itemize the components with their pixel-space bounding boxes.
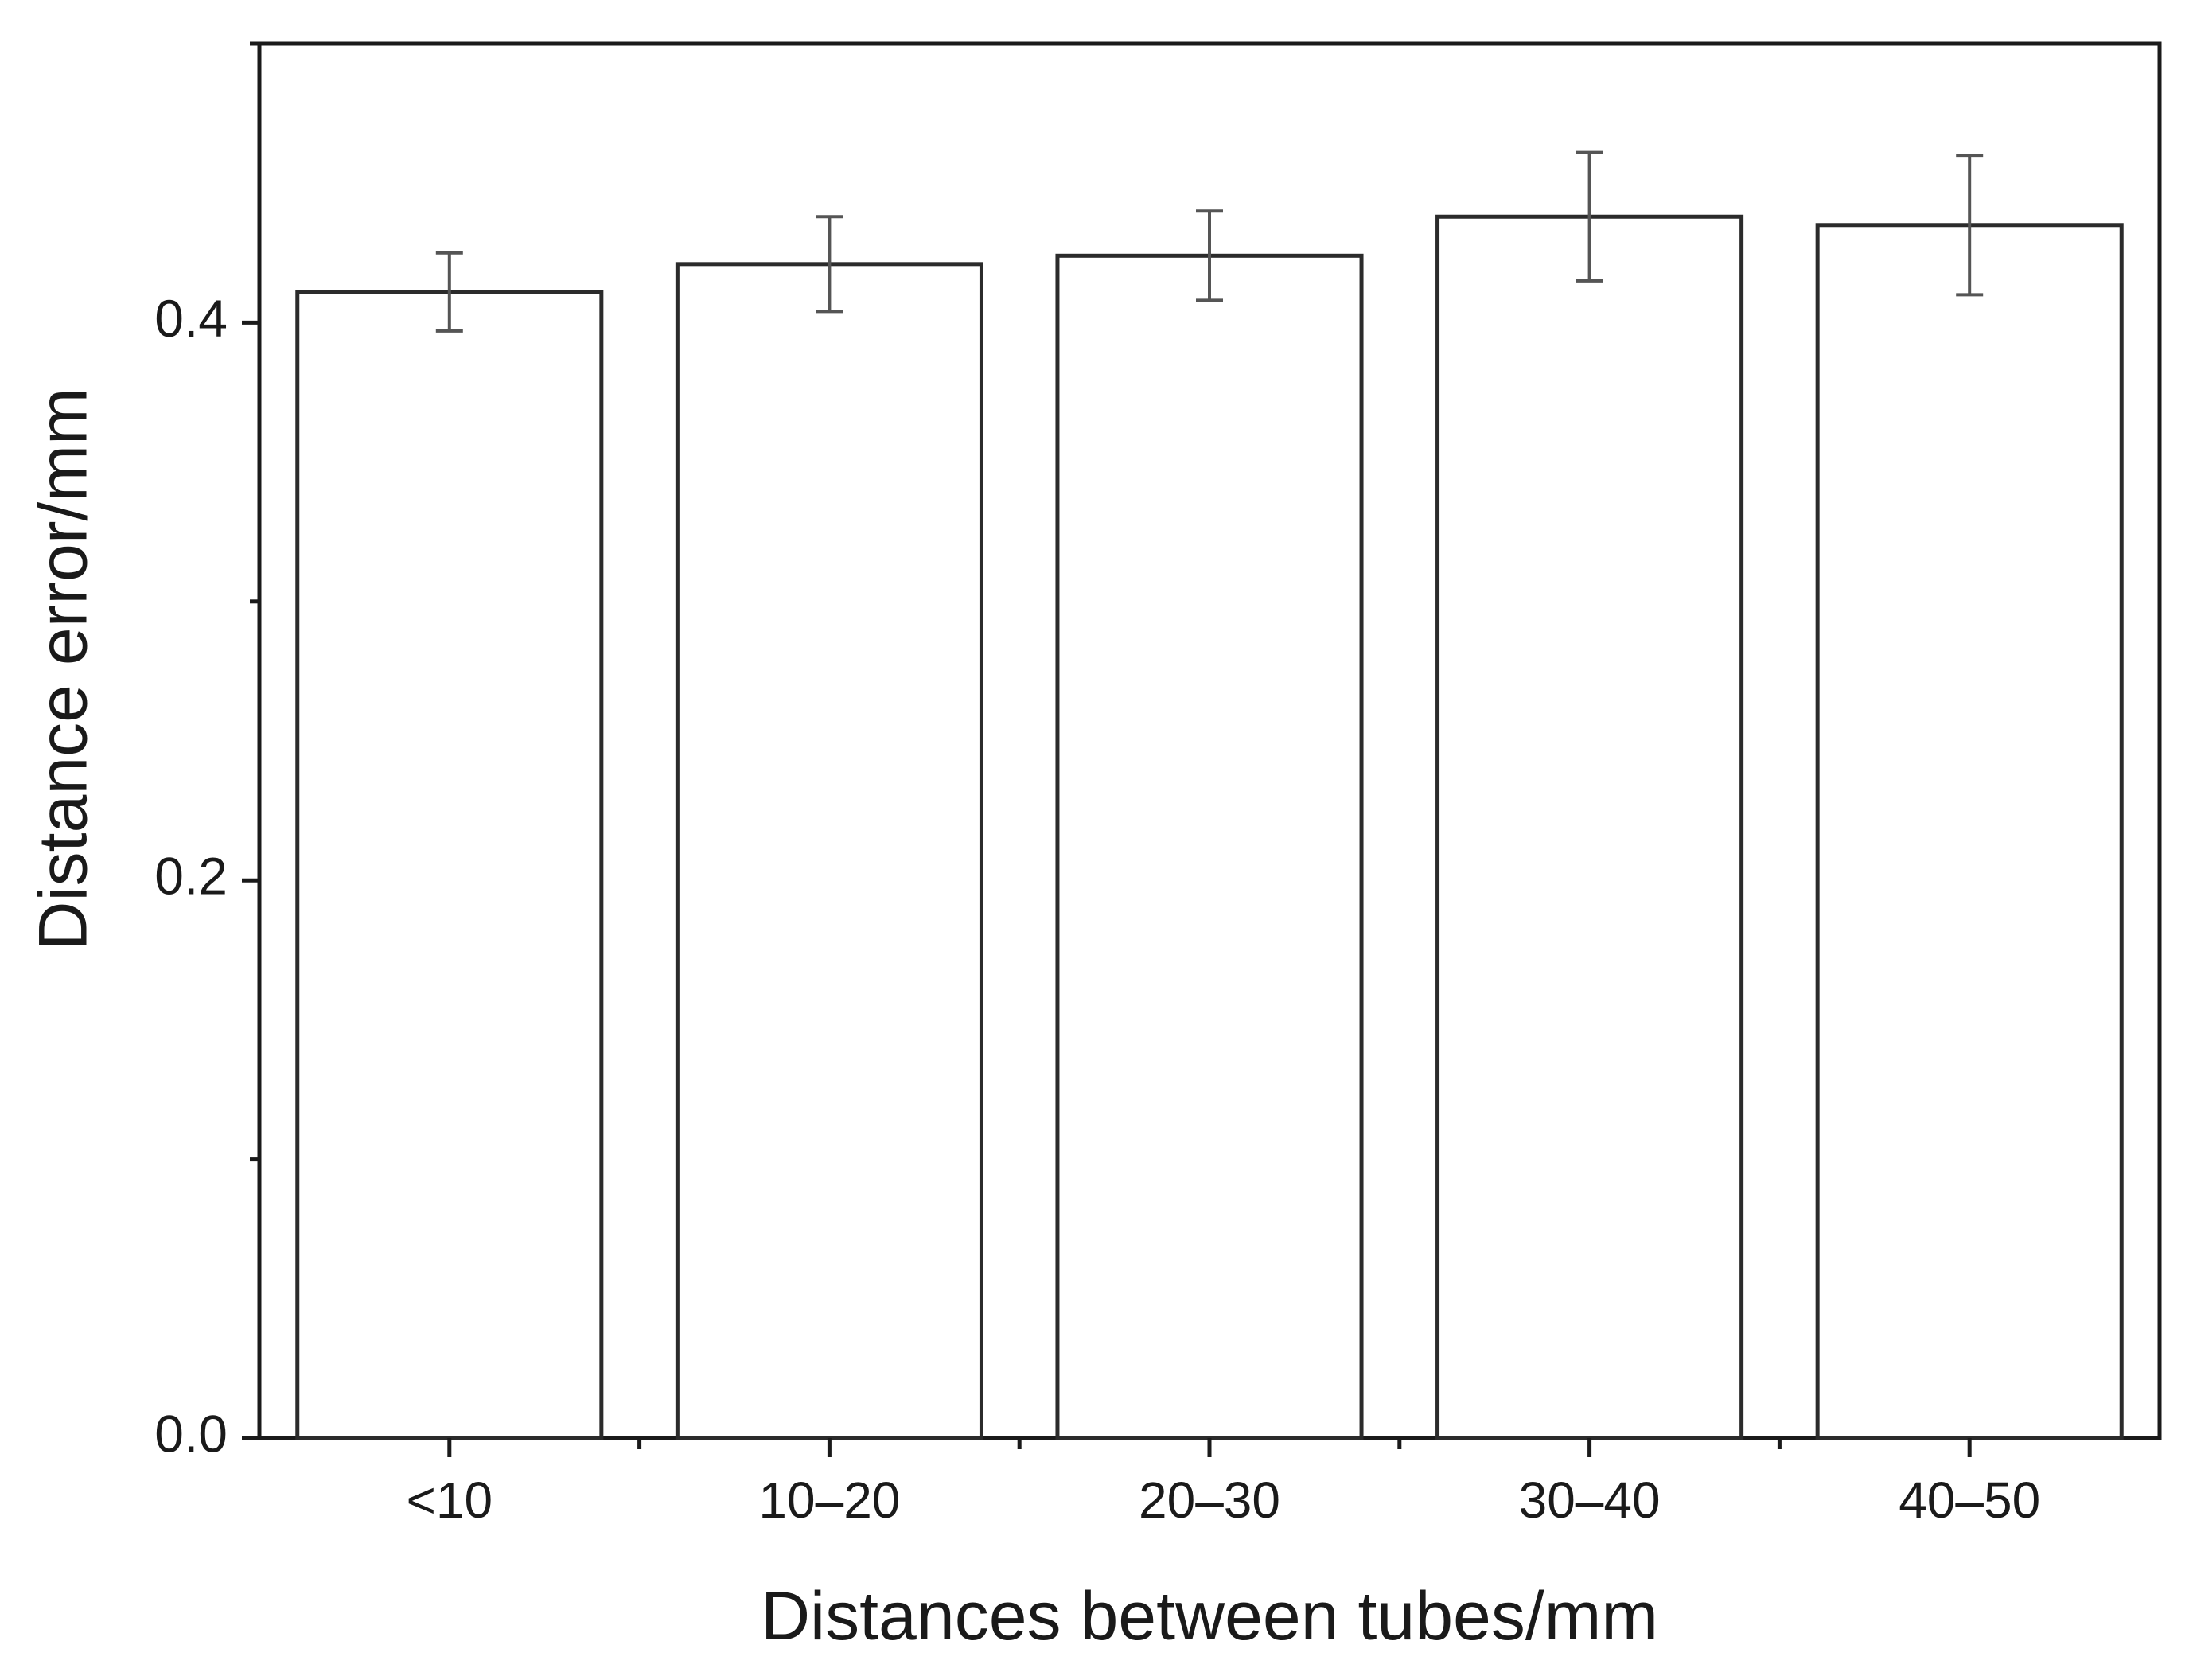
x-tick-label-4: 40–50 <box>1899 1471 2040 1529</box>
labels-layer: Distances between tubes/mm Distance erro… <box>25 388 1658 1655</box>
bar-3 <box>1435 214 1744 1440</box>
bar-2 <box>1055 253 1364 1440</box>
error-bars-layer <box>435 150 1984 333</box>
error-bar-1 <box>816 215 843 314</box>
y-tick-label-2: 0.4 <box>154 289 228 348</box>
error-bar-3 <box>1576 150 1603 283</box>
bars-layer <box>295 214 2124 1440</box>
error-bar-0 <box>435 251 463 333</box>
error-bar-4 <box>1956 154 1984 297</box>
x-axis-title: Distances between tubes/mm <box>761 1578 1658 1655</box>
error-bar-2 <box>1196 209 1223 302</box>
bar-0 <box>295 290 604 1440</box>
x-tick-label-3: 30–40 <box>1519 1471 1661 1529</box>
y-tick-label-1: 0.2 <box>154 847 228 906</box>
axes-layer: 0.0 0.2 0.4 <10 10–20 20–30 30–40 40–50 <box>154 41 2040 1529</box>
bar-4 <box>1815 223 2124 1440</box>
x-tick-label-0: <10 <box>407 1471 493 1529</box>
bar-1 <box>675 262 983 1440</box>
x-tick-label-2: 20–30 <box>1139 1471 1280 1529</box>
x-tick-label-1: 10–20 <box>758 1471 900 1529</box>
y-axis-title: Distance error/mm <box>25 388 102 950</box>
y-tick-label-0: 0.0 <box>154 1404 228 1463</box>
